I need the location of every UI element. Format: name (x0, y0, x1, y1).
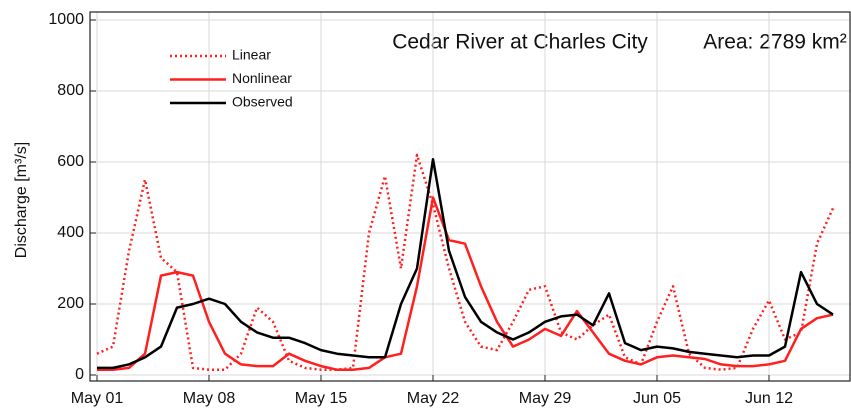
legend-label: Nonlinear (232, 70, 292, 86)
x-tick-label: May 08 (183, 390, 236, 407)
chart-title: Cedar River at Charles City (392, 31, 648, 54)
series-line (96, 153, 835, 371)
legend-label: Observed (232, 94, 293, 110)
legend-label: Linear (232, 47, 271, 63)
y-axis-label: Discharge [m³/s] (13, 142, 30, 258)
x-tick-label: May 15 (295, 390, 348, 407)
y-tick-label: 1000 (48, 11, 84, 28)
plot-frame (89, 11, 851, 382)
x-tick-label: Jun 12 (745, 390, 793, 407)
x-tick-label: Jun 05 (633, 390, 681, 407)
y-tick-label: 800 (57, 82, 84, 99)
y-tick-label: 400 (57, 224, 84, 241)
x-tick-label: May 01 (71, 390, 124, 407)
series-line (97, 157, 834, 370)
y-tick-label: 0 (75, 366, 84, 383)
area-annotation: Area: 2789 km² (703, 31, 847, 54)
y-tick-label: 200 (57, 295, 84, 312)
x-tick-label: May 29 (519, 390, 572, 407)
y-tick-label: 600 (57, 153, 84, 170)
series-line (97, 196, 834, 371)
x-tick-label: May 22 (407, 390, 460, 407)
